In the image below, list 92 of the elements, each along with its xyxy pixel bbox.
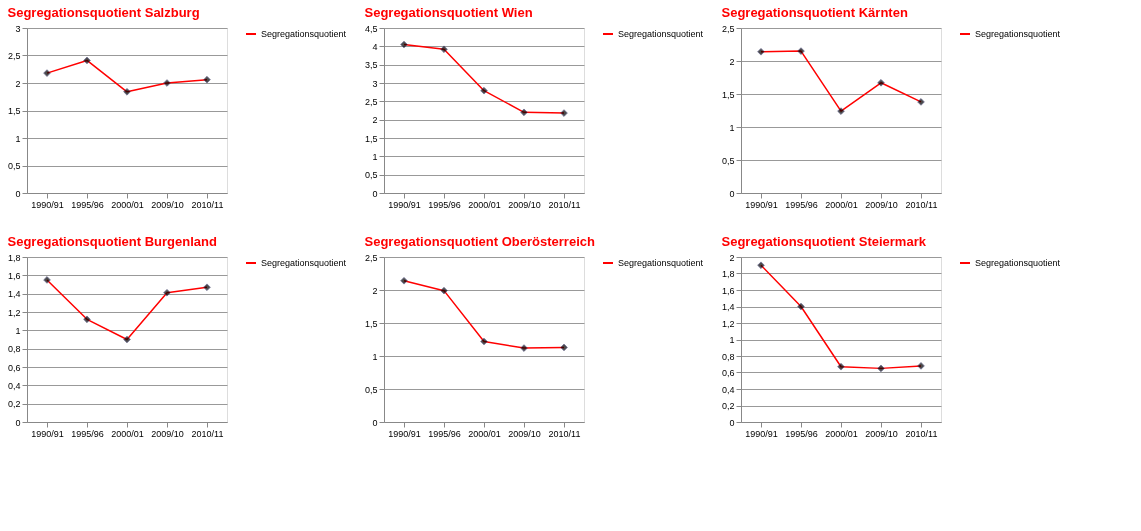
- x-tick-label: 2010/11: [191, 199, 224, 210]
- y-tick-label: 1,5: [364, 318, 378, 329]
- x-tick-label: 2010/11: [191, 428, 224, 439]
- x-tick-label: 2009/10: [508, 428, 541, 439]
- chart-title: Segregationsquotient Salzburg: [7, 5, 200, 20]
- y-tick-label: 2: [729, 252, 735, 263]
- y-tick-label: 1,4: [7, 289, 21, 300]
- chart-title: Segregationsquotient Burgenland: [7, 234, 217, 249]
- y-tick-label: 2: [372, 115, 378, 126]
- y-tick-label: 0,8: [721, 351, 735, 362]
- x-tick-label: 2009/10: [865, 428, 898, 439]
- y-tick-label: 1,6: [721, 285, 735, 296]
- y-tick-label: 1: [372, 151, 378, 162]
- x-tick-label: 1990/91: [745, 199, 778, 210]
- x-tick-label: 2010/11: [548, 199, 581, 210]
- x-tick-label: 2010/11: [905, 428, 938, 439]
- x-tick-label: 2000/01: [825, 428, 858, 439]
- y-tick-label: 0,2: [7, 399, 21, 410]
- x-tick-label: 2000/01: [111, 199, 144, 210]
- y-tick-label: 1,2: [7, 307, 21, 318]
- legend-label: Segregationsquotient: [618, 258, 704, 268]
- y-tick-label: 0,5: [7, 161, 21, 171]
- y-tick-label: 0,6: [7, 362, 21, 373]
- y-tick-label: 0: [729, 417, 735, 428]
- y-tick-label: 1,8: [721, 269, 735, 279]
- y-tick-label: 1: [729, 335, 735, 345]
- y-tick-label: 3,5: [364, 60, 378, 71]
- y-tick-label: 4,5: [364, 23, 378, 34]
- chart-title: Segregationsquotient Steiermark: [721, 234, 927, 249]
- y-tick-label: 2: [15, 78, 21, 89]
- x-tick-label: 1995/96: [71, 428, 104, 439]
- legend-label: Segregationsquotient: [261, 258, 347, 268]
- y-tick-label: 1: [372, 351, 378, 362]
- x-tick-label: 2000/01: [468, 428, 501, 439]
- x-tick-label: 1990/91: [31, 428, 64, 439]
- y-tick-label: 3: [15, 23, 21, 34]
- y-tick-label: 0,6: [721, 368, 735, 378]
- y-tick-label: 2,5: [364, 96, 378, 107]
- y-tick-label: 0,2: [721, 401, 735, 411]
- y-tick-label: 2,5: [721, 23, 735, 34]
- y-tick-label: 1,5: [721, 89, 735, 100]
- x-tick-label: 1995/96: [71, 199, 104, 210]
- x-tick-label: 2000/01: [468, 199, 501, 210]
- x-tick-label: 1995/96: [428, 199, 461, 210]
- y-tick-label: 0: [729, 188, 735, 199]
- y-tick-label: 1,6: [7, 270, 21, 281]
- y-tick-label: 1: [15, 325, 21, 336]
- y-tick-label: 1,5: [364, 133, 378, 144]
- x-tick-label: 1990/91: [388, 428, 421, 439]
- x-tick-label: 1990/91: [388, 199, 421, 210]
- x-tick-label: 1995/96: [428, 428, 461, 439]
- chart-title: Segregationsquotient Oberösterreich: [364, 234, 595, 249]
- y-tick-label: 0,8: [7, 344, 21, 355]
- y-tick-label: 1,5: [7, 106, 21, 116]
- legend-label: Segregationsquotient: [261, 29, 347, 39]
- y-tick-label: 3: [372, 78, 378, 89]
- x-tick-label: 2000/01: [825, 199, 858, 210]
- y-tick-label: 0,5: [364, 170, 378, 181]
- y-tick-label: 2: [729, 56, 735, 67]
- legend-label: Segregationsquotient: [975, 29, 1061, 39]
- legend-label: Segregationsquotient: [618, 29, 704, 39]
- x-tick-label: 2010/11: [905, 199, 938, 210]
- y-tick-label: 0,5: [721, 155, 735, 166]
- x-tick-label: 1990/91: [31, 199, 64, 210]
- x-tick-label: 2009/10: [151, 428, 184, 439]
- chart-title: Segregationsquotient Kärnten: [721, 5, 908, 20]
- y-tick-label: 2,5: [7, 51, 21, 61]
- chart-title: Segregationsquotient Wien: [364, 5, 533, 20]
- x-tick-label: 1995/96: [785, 199, 818, 210]
- x-tick-label: 2009/10: [508, 199, 541, 210]
- legend-label: Segregationsquotient: [975, 258, 1061, 268]
- y-tick-label: 1: [729, 122, 735, 133]
- y-tick-label: 0: [15, 417, 21, 428]
- x-tick-label: 2010/11: [548, 428, 581, 439]
- y-tick-label: 2: [372, 285, 378, 296]
- x-tick-label: 2009/10: [151, 199, 184, 210]
- y-tick-label: 0,5: [364, 384, 378, 395]
- y-tick-label: 0: [372, 417, 378, 428]
- x-tick-label: 2009/10: [865, 199, 898, 210]
- y-tick-label: 0,4: [721, 384, 735, 395]
- x-tick-label: 1995/96: [785, 428, 818, 439]
- y-tick-label: 1,4: [721, 302, 735, 312]
- x-tick-label: 1990/91: [745, 428, 778, 439]
- y-tick-label: 1,2: [721, 318, 735, 329]
- y-tick-label: 1,8: [7, 252, 21, 263]
- y-tick-label: 0: [15, 188, 21, 199]
- y-tick-label: 4: [372, 41, 378, 52]
- y-tick-label: 2,5: [364, 252, 378, 263]
- y-tick-label: 0: [372, 188, 378, 199]
- y-tick-label: 1: [15, 133, 21, 144]
- y-tick-label: 0,4: [7, 380, 21, 391]
- x-tick-label: 2000/01: [111, 428, 144, 439]
